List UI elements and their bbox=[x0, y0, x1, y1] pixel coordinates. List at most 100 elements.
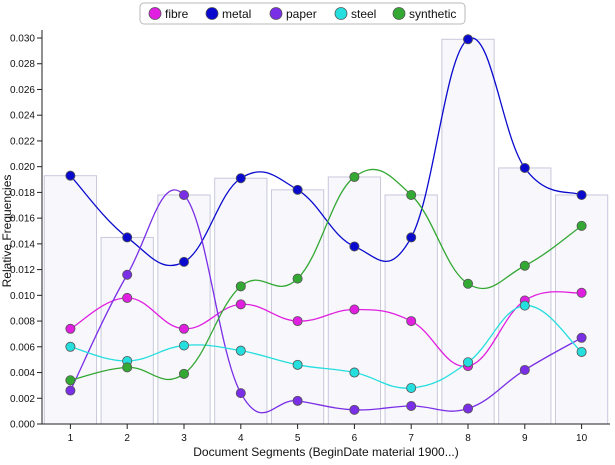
background-bar bbox=[157, 194, 211, 425]
data-point-steel[interactable] bbox=[576, 346, 587, 357]
x-tick-label: 1 bbox=[68, 433, 74, 444]
y-tick-label: 0.026 bbox=[10, 85, 35, 96]
data-point-steel[interactable] bbox=[349, 367, 360, 378]
data-point-paper[interactable] bbox=[235, 388, 246, 399]
data-point-metal[interactable] bbox=[178, 256, 189, 267]
x-tick-label: 5 bbox=[295, 433, 301, 444]
background-bar bbox=[270, 189, 325, 425]
y-tick-label: 0.006 bbox=[10, 342, 35, 353]
x-tick-label: 3 bbox=[181, 433, 187, 444]
data-point-metal[interactable] bbox=[122, 232, 133, 243]
x-tick-label: 9 bbox=[522, 433, 528, 444]
data-point-synthetic[interactable] bbox=[576, 220, 587, 231]
data-point-steel[interactable] bbox=[65, 341, 76, 352]
y-tick-label: 0.004 bbox=[10, 368, 35, 379]
data-point-fibre[interactable] bbox=[235, 299, 246, 310]
data-point-steel[interactable] bbox=[178, 340, 189, 351]
series-line-fibre bbox=[70, 291, 582, 367]
series-line-synthetic bbox=[70, 168, 582, 381]
data-point-steel[interactable] bbox=[235, 345, 246, 356]
legend-marker-synthetic[interactable] bbox=[392, 7, 406, 20]
data-point-fibre[interactable] bbox=[349, 304, 360, 315]
data-point-synthetic[interactable] bbox=[122, 362, 133, 373]
y-tick-label: 0.024 bbox=[10, 111, 35, 122]
data-point-steel[interactable] bbox=[292, 359, 303, 370]
y-tick-label: 0.016 bbox=[10, 214, 35, 225]
y-tick-label: 0.022 bbox=[10, 136, 35, 147]
y-axis-title: Relative Frequencies bbox=[0, 175, 14, 288]
data-point-fibre[interactable] bbox=[406, 316, 417, 327]
data-point-paper[interactable] bbox=[65, 385, 76, 396]
y-tick-label: 0.014 bbox=[10, 239, 35, 250]
y-tick-label: 0.010 bbox=[10, 291, 35, 302]
data-point-synthetic[interactable] bbox=[178, 368, 189, 379]
y-tick-label: 0.002 bbox=[10, 394, 35, 405]
data-point-synthetic[interactable] bbox=[462, 278, 473, 289]
data-point-synthetic[interactable] bbox=[65, 375, 76, 386]
data-point-fibre[interactable] bbox=[576, 287, 587, 298]
y-tick-label: 0.018 bbox=[10, 188, 35, 199]
series-line-steel bbox=[70, 304, 583, 389]
legend-label-synthetic[interactable]: synthetic bbox=[409, 7, 456, 21]
legend-label-fibre[interactable]: fibre bbox=[165, 7, 189, 21]
y-tick-label: 0.008 bbox=[10, 317, 35, 328]
data-point-metal[interactable] bbox=[519, 162, 530, 173]
data-point-steel[interactable] bbox=[462, 357, 473, 368]
data-point-synthetic[interactable] bbox=[519, 260, 530, 271]
data-point-steel[interactable] bbox=[519, 300, 530, 311]
data-point-paper[interactable] bbox=[349, 404, 360, 415]
data-point-metal[interactable] bbox=[235, 173, 246, 184]
y-tick-label: 0.030 bbox=[10, 34, 35, 45]
data-point-paper[interactable] bbox=[406, 400, 417, 411]
data-point-paper[interactable] bbox=[178, 189, 189, 200]
x-tick-label: 6 bbox=[352, 433, 358, 444]
x-axis-title: Document Segments (BeginDate material 19… bbox=[193, 445, 458, 459]
y-tick-label: 0.028 bbox=[10, 59, 35, 70]
data-point-metal[interactable] bbox=[406, 232, 417, 243]
data-point-fibre[interactable] bbox=[122, 292, 133, 303]
data-point-paper[interactable] bbox=[462, 403, 473, 414]
data-point-synthetic[interactable] bbox=[292, 273, 303, 284]
legend-marker-paper[interactable] bbox=[269, 7, 283, 20]
data-point-fibre[interactable] bbox=[178, 323, 189, 334]
axes: 0.000 0.002 0.004 0.006 0.008 0.010 0.012 0.014… bbox=[10, 30, 610, 444]
y-tick-label: 0.000 bbox=[10, 420, 35, 431]
legend-label-paper[interactable]: paper bbox=[286, 7, 317, 21]
legend-marker-steel[interactable] bbox=[334, 7, 348, 20]
background-bar bbox=[100, 236, 154, 425]
legend[interactable]: fibre metal paper steel synthetic bbox=[139, 2, 466, 25]
data-point-synthetic[interactable] bbox=[349, 171, 360, 182]
legend-marker-metal[interactable] bbox=[205, 7, 219, 20]
background-bar bbox=[554, 194, 609, 425]
legend-marker-fibre[interactable] bbox=[148, 7, 162, 20]
data-point-fibre[interactable] bbox=[65, 323, 76, 334]
data-point-synthetic[interactable] bbox=[406, 189, 417, 200]
series-lines bbox=[69, 37, 583, 414]
data-point-metal[interactable] bbox=[292, 184, 303, 195]
data-point-metal[interactable] bbox=[65, 170, 76, 181]
x-tick-label: 2 bbox=[124, 433, 130, 444]
data-point-fibre[interactable] bbox=[292, 316, 303, 327]
data-point-paper[interactable] bbox=[122, 269, 133, 280]
data-point-paper[interactable] bbox=[292, 395, 303, 406]
data-point-metal[interactable] bbox=[349, 241, 360, 252]
legend-label-steel[interactable]: steel bbox=[351, 7, 376, 21]
y-tick-label: 0.020 bbox=[10, 162, 35, 173]
data-point-synthetic[interactable] bbox=[235, 281, 246, 292]
x-tick-label: 10 bbox=[576, 433, 588, 444]
series-points bbox=[65, 34, 587, 415]
background-bars bbox=[43, 38, 609, 425]
series-line-paper bbox=[69, 189, 582, 414]
data-point-steel[interactable] bbox=[406, 382, 417, 393]
data-point-paper[interactable] bbox=[519, 364, 530, 375]
background-bar bbox=[327, 176, 382, 425]
legend-label-metal[interactable]: metal bbox=[222, 7, 251, 21]
legend-box bbox=[139, 2, 466, 25]
data-point-metal[interactable] bbox=[462, 34, 473, 45]
x-tick-label: 8 bbox=[465, 433, 471, 444]
x-tick-label: 4 bbox=[238, 433, 244, 444]
data-point-metal[interactable] bbox=[576, 189, 587, 200]
y-tick-label: 0.012 bbox=[10, 265, 35, 276]
data-point-paper[interactable] bbox=[576, 332, 587, 343]
